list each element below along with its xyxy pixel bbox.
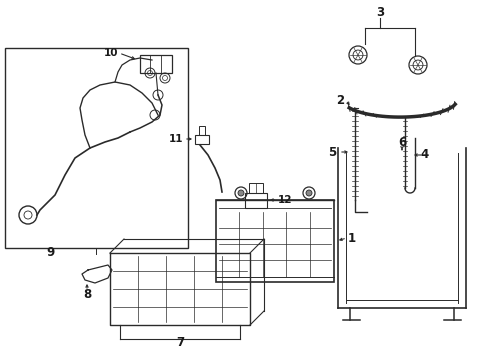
Bar [199, 126, 205, 135]
Bar [216, 200, 334, 282]
Text: 3: 3 [376, 6, 384, 19]
Bar [140, 55, 172, 73]
Text: 11: 11 [169, 134, 183, 144]
Text: 4: 4 [421, 148, 429, 162]
Bar [195, 135, 209, 144]
Bar [245, 193, 267, 208]
Circle shape [238, 190, 244, 196]
Text: 8: 8 [83, 288, 91, 302]
Bar [249, 183, 263, 193]
Circle shape [306, 190, 312, 196]
Text: 1: 1 [348, 231, 356, 244]
Text: 12: 12 [278, 195, 293, 205]
Text: 5: 5 [328, 145, 336, 158]
Text: 6: 6 [398, 136, 406, 149]
Text: 10: 10 [103, 48, 118, 58]
Text: 9: 9 [46, 246, 54, 258]
Text: 2: 2 [336, 94, 344, 107]
Bar [5, 48, 188, 248]
Text: 7: 7 [176, 336, 184, 348]
